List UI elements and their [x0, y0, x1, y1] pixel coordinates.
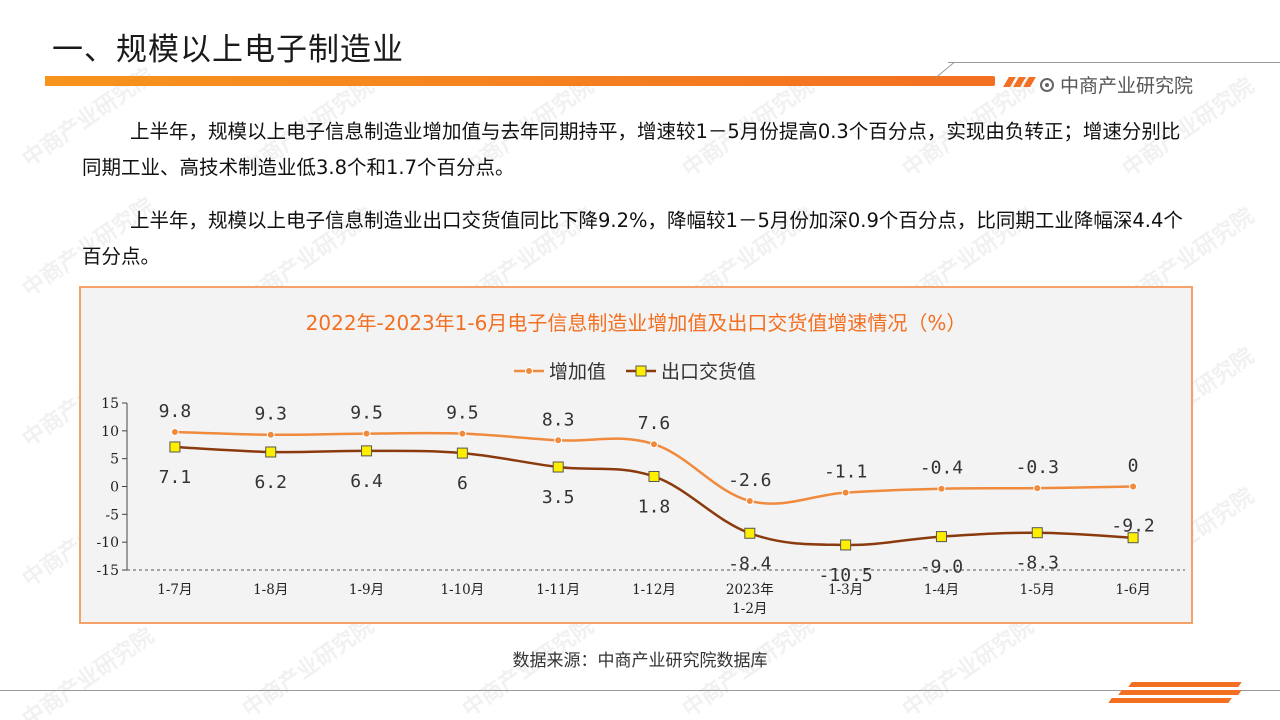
y-tick-label: -5 [105, 507, 119, 523]
data-point [169, 441, 181, 453]
data-point [1129, 482, 1138, 491]
y-tick-label: 15 [101, 396, 119, 412]
data-label: -1.1 [824, 462, 867, 483]
data-point [552, 461, 564, 473]
y-tick-label: -15 [96, 563, 119, 579]
paragraph-export: 上半年，规模以上电子信息制造业出口交货值同比下降9.2%，降幅较1－5月份加深0… [82, 209, 1183, 268]
paragraph-value-added: 上半年，规模以上电子信息制造业增加值与去年同期持平，增速较1－5月份提高0.3个… [82, 120, 1181, 179]
data-label: -0.3 [1016, 457, 1059, 478]
footer-stripes [1108, 680, 1250, 710]
line-chart: 2022年-2023年1-6月电子信息制造业增加值及出口交货值增速情况（%） 增加… [96, 311, 1185, 617]
data-point [744, 527, 756, 539]
data-label: 9.3 [254, 404, 287, 425]
header-divider [948, 62, 1280, 63]
x-tick-label: 1-8月 [253, 582, 288, 598]
data-label: 6.2 [254, 472, 287, 493]
data-point [937, 484, 946, 493]
data-label: -8.4 [728, 553, 771, 574]
data-point [554, 436, 563, 445]
legend-marker-2 [635, 365, 647, 377]
data-label: 9.5 [446, 403, 479, 424]
data-point [840, 539, 852, 551]
y-tick-label: 10 [101, 424, 119, 440]
x-tick-label: 1-7月 [157, 582, 192, 598]
legend-label-1: 增加值 [549, 361, 606, 383]
data-point [1033, 484, 1042, 493]
x-tick-label: 2023年 [726, 582, 774, 598]
data-label: 6 [457, 473, 468, 494]
y-tick-label: 5 [110, 452, 119, 468]
legend-label-2: 出口交货值 [661, 361, 756, 383]
data-point [650, 440, 658, 449]
brand-name: 中商产业研究院 [1060, 75, 1194, 97]
data-source: 数据来源：中商产业研究院数据库 [512, 651, 768, 671]
data-label: 7.6 [638, 413, 671, 434]
x-tick-label: 1-12月 [632, 582, 676, 598]
x-tick-label: 1-6月 [1115, 582, 1150, 598]
data-label: 6.4 [350, 471, 383, 492]
brand: 中商产业研究院 [1040, 71, 1193, 98]
x-tick-label: 1-3月 [828, 582, 863, 598]
data-point [458, 429, 467, 438]
data-label: -9.2 [1111, 516, 1154, 537]
chart-panel: 2022年-2023年1-6月电子信息制造业增加值及出口交货值增速情况（%） 增加… [79, 286, 1193, 624]
header-stripes [1003, 77, 1036, 87]
data-point [266, 430, 275, 439]
data-point [841, 488, 850, 497]
data-label: 0 [1128, 456, 1139, 477]
data-point [648, 470, 660, 482]
data-point [456, 447, 468, 459]
chart-title: 2022年-2023年1-6月电子信息制造业增加值及出口交货值增速情况（%） [306, 311, 967, 335]
data-label: 3.5 [542, 487, 575, 508]
x-tick-label: 1-11月 [536, 582, 580, 598]
x-tick-label: 1-10月 [440, 582, 484, 598]
data-label: 9.5 [350, 403, 383, 424]
data-label: 7.1 [159, 467, 192, 488]
data-point [745, 496, 754, 505]
data-point [1031, 527, 1043, 539]
data-label: -0.4 [920, 458, 963, 479]
x-tick-label: 1-2月 [732, 601, 767, 617]
data-label: 8.3 [542, 409, 575, 430]
data-label: -9.0 [920, 557, 963, 578]
data-point [361, 445, 373, 457]
legend-marker-1 [525, 367, 533, 375]
data-point [1127, 532, 1139, 544]
y-tick-label: -10 [96, 535, 119, 551]
data-point [265, 446, 277, 458]
data-label: -8.3 [1016, 553, 1059, 574]
y-tick-label: 0 [110, 480, 119, 496]
x-tick-label: 1-5月 [1020, 582, 1055, 598]
data-point [362, 429, 371, 438]
footer-divider [0, 690, 1280, 691]
brand-logo-icon [1040, 77, 1054, 92]
data-label: -2.6 [728, 470, 771, 491]
title-accent-bar [45, 76, 995, 86]
data-point [935, 531, 947, 543]
data-label: -10.5 [819, 565, 873, 586]
data-label: 9.8 [159, 401, 192, 422]
data-label: 1.8 [638, 496, 671, 517]
data-point [170, 427, 179, 436]
x-tick-label: 1-9月 [349, 582, 384, 598]
x-tick-label: 1-4月 [924, 582, 959, 598]
page-title: 一、规模以上电子制造业 [52, 32, 404, 68]
